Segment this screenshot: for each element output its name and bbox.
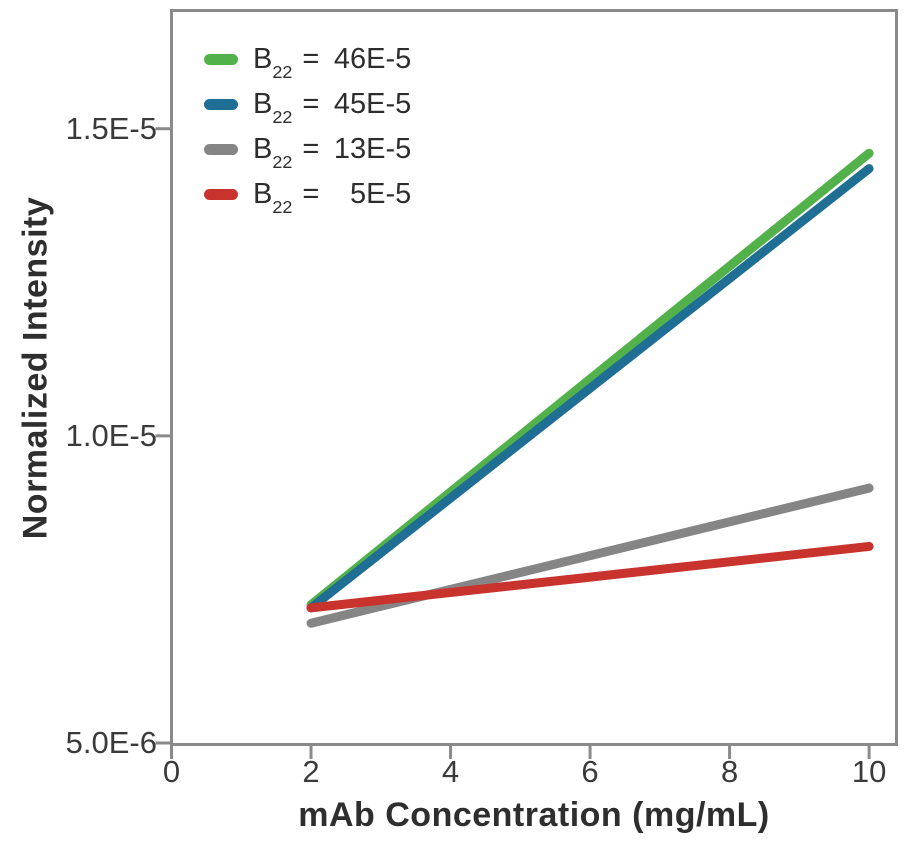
legend-swatch-green [204, 54, 238, 65]
x-tick-label: 4 [441, 754, 460, 789]
legend-swatch-gray [204, 144, 238, 155]
legend-label: B22 = 5E-5 [253, 178, 412, 218]
x-tick-label: 6 [581, 754, 599, 789]
legend-label: B22 = 13E-5 [253, 133, 412, 173]
x-tick-label: 10 [851, 754, 887, 789]
legend-item: B22 = 46E-5 [204, 37, 411, 82]
legend-item: B22 = 5E-5 [204, 172, 411, 217]
legend-label: B22 = 46E-5 [253, 43, 412, 83]
y-tick-label: 5.0E-6 [65, 725, 157, 760]
legend-label: B22 = 45E-5 [253, 88, 412, 128]
x-tick-label: 8 [720, 754, 739, 789]
legend-item: B22 = 45E-5 [204, 82, 411, 127]
legend-item: B22 = 13E-5 [204, 127, 411, 172]
x-axis-title: mAb Concentration (mg/mL) [298, 796, 770, 834]
legend-swatch-blue [204, 99, 238, 110]
x-tick-label: 0 [162, 754, 181, 789]
legend: B22 = 46E-5 B22 = 45E-5 B22 = 13E-5 B22 = 5E-5 [204, 37, 411, 217]
y-tick-label: 1.0E-5 [65, 417, 157, 453]
legend-swatch-red [204, 189, 238, 200]
y-tick-label: 1.5E-5 [65, 110, 157, 146]
y-axis-title: Normalized Intensity [16, 196, 55, 540]
x-tick-label: 2 [302, 754, 320, 789]
